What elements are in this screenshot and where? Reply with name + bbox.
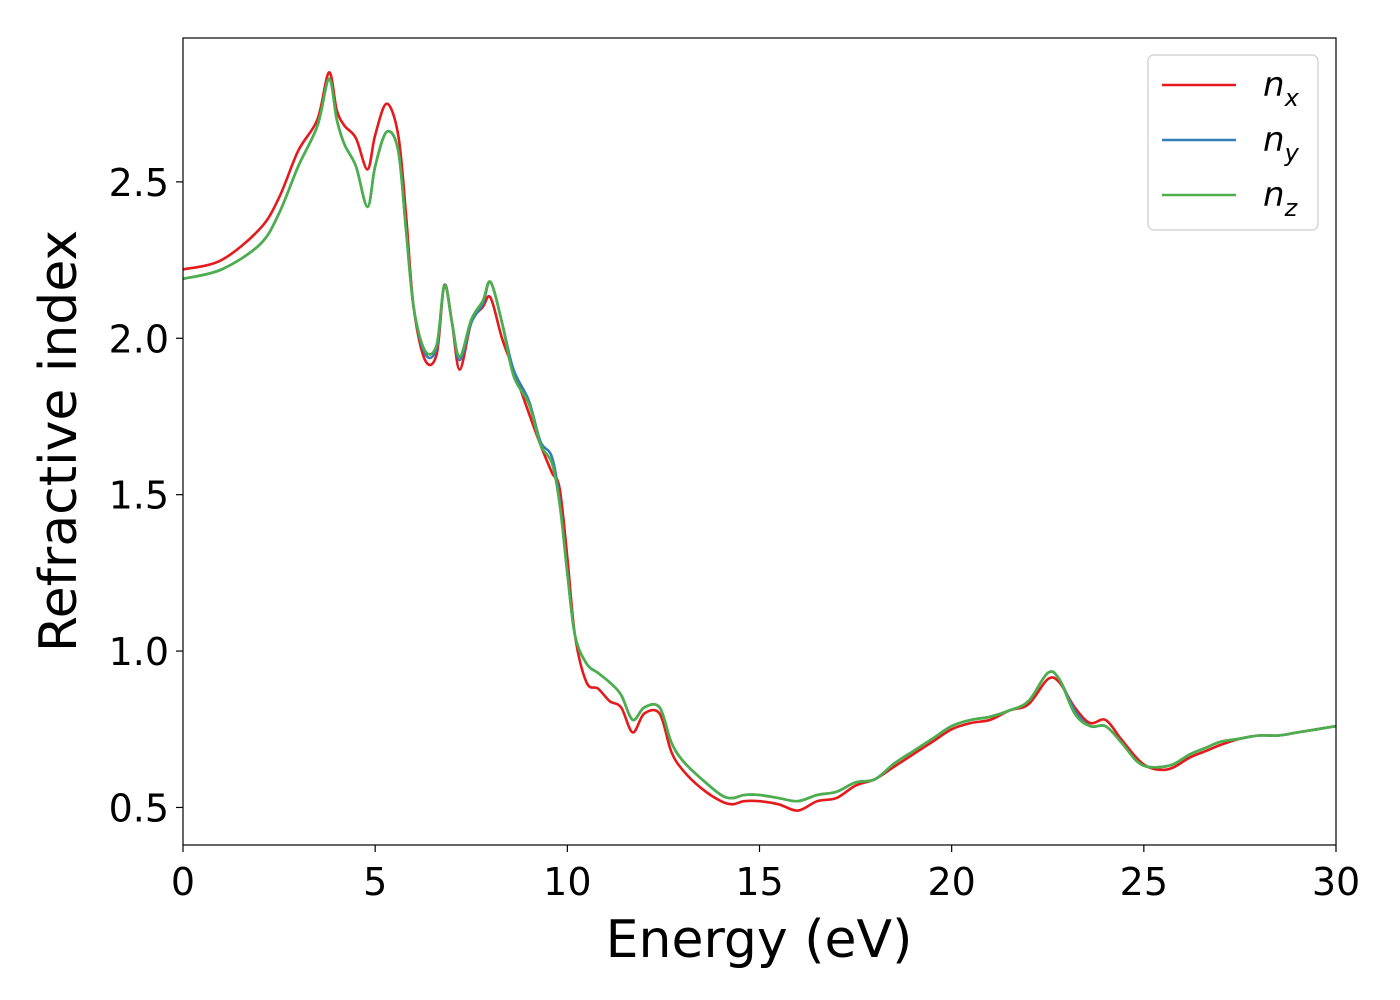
series-line-n-x: [182, 71, 1337, 812]
x-tick-label: 20: [927, 860, 975, 904]
x-tick-label: 10: [543, 860, 591, 904]
x-tick-label: 0: [171, 860, 195, 904]
legend-label-n-z: nz: [1263, 175, 1299, 222]
x-tick-label: 5: [363, 860, 387, 904]
y-tick-label: 2.5: [109, 161, 169, 205]
y-tick-label: 2.0: [109, 317, 169, 361]
legend: nx ny nz: [1147, 54, 1319, 231]
legend-label-n-y: ny: [1263, 120, 1300, 167]
x-axis-title: Energy (eV): [606, 910, 913, 970]
x-tick-label: 25: [1120, 860, 1168, 904]
x-tick-label: 30: [1312, 860, 1360, 904]
y-tick-label: 1.5: [109, 474, 169, 518]
y-tick-label: 1.0: [109, 630, 169, 674]
y-axis-ticks: 0.5 1.0 1.5 2.0 2.5: [109, 161, 183, 830]
plot-lines: [182, 71, 1337, 812]
x-tick-label: 15: [735, 860, 783, 904]
series-line-n-z: [182, 77, 1337, 803]
y-axis-title: Refractive index: [29, 230, 89, 652]
x-axis-ticks: 0 5 10 15 20 25 30: [171, 845, 1360, 904]
legend-label-n-x: nx: [1263, 65, 1300, 112]
y-tick-label: 0.5: [109, 786, 169, 830]
legend-box: [1147, 54, 1319, 231]
